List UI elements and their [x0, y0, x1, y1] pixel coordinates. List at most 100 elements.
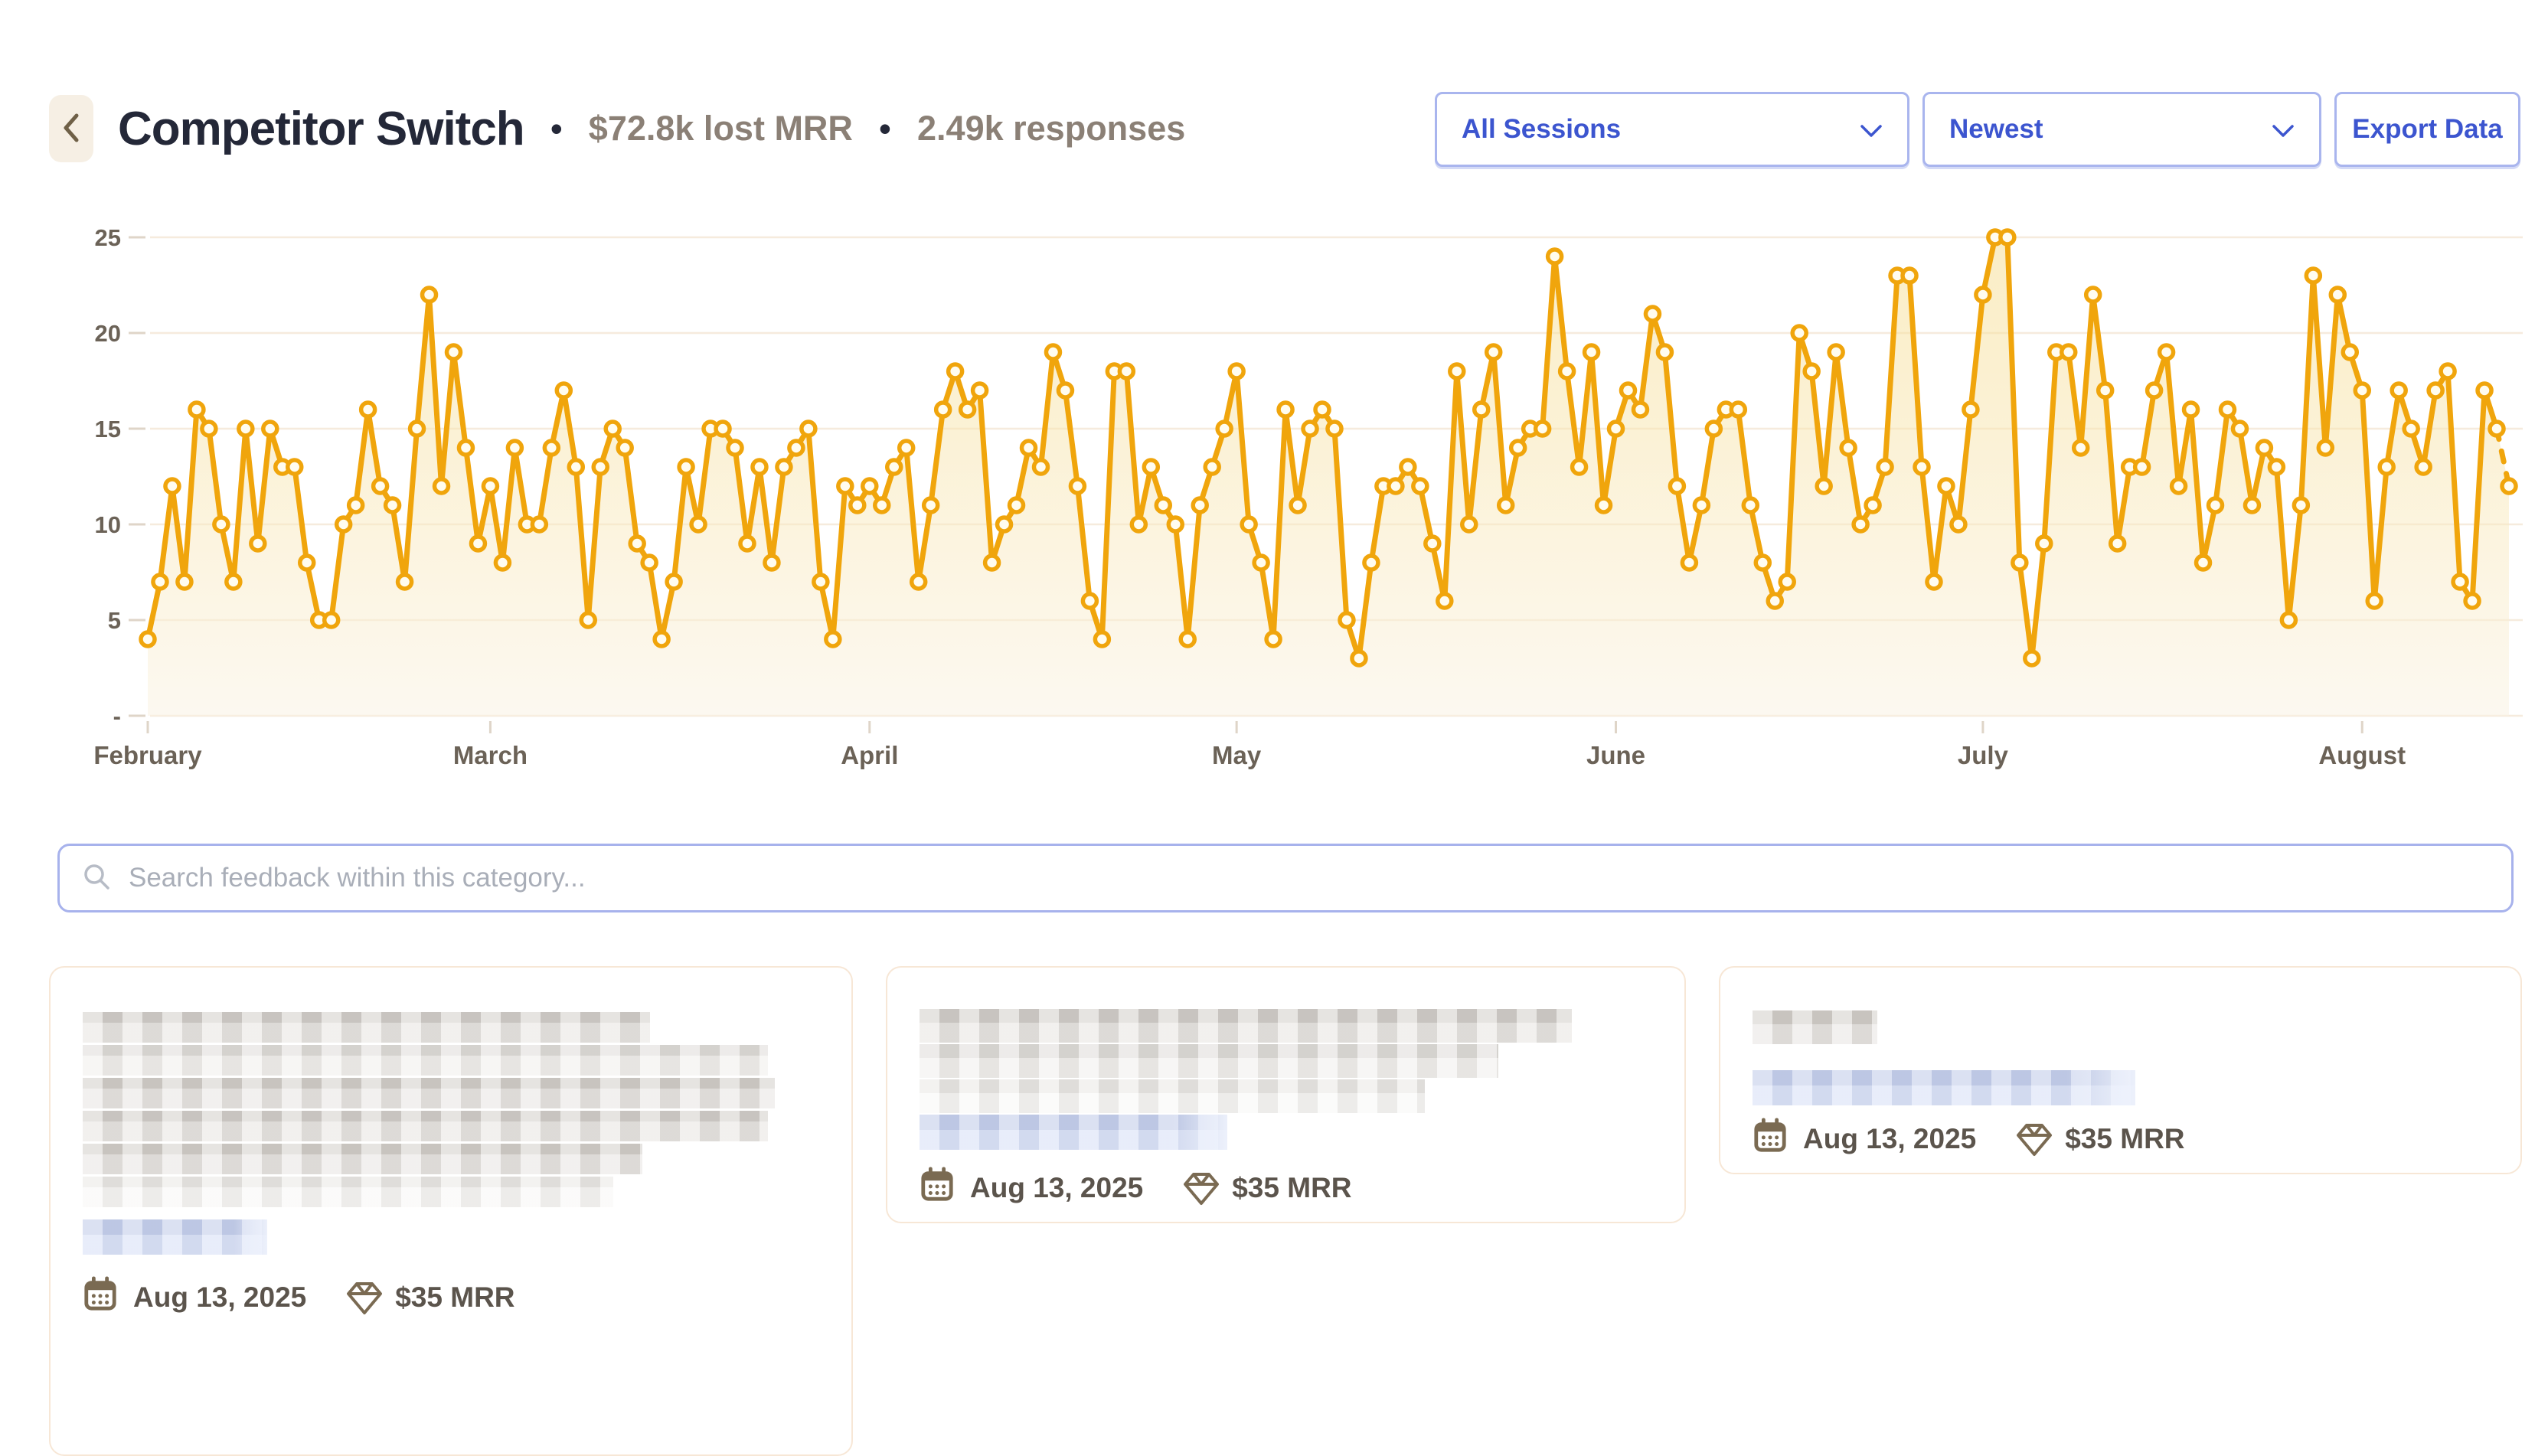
data-point[interactable]: [2353, 381, 2371, 400]
data-point[interactable]: [1753, 553, 1772, 572]
data-point-markers[interactable]: [139, 228, 2518, 668]
data-point[interactable]: [1594, 496, 1613, 514]
data-point[interactable]: [1325, 419, 1344, 438]
data-point[interactable]: [946, 362, 965, 380]
feedback-card[interactable]: Aug 13, 2025 $35 MRR: [1719, 966, 2522, 1174]
data-point[interactable]: [237, 419, 255, 438]
data-point[interactable]: [1031, 458, 1050, 476]
data-point[interactable]: [2365, 592, 2383, 610]
data-point[interactable]: [2328, 286, 2347, 304]
data-point[interactable]: [1240, 515, 1258, 534]
data-point[interactable]: [395, 573, 414, 591]
data-point[interactable]: [1460, 515, 1478, 534]
data-point[interactable]: [873, 496, 891, 514]
data-point[interactable]: [775, 458, 793, 476]
data-point[interactable]: [1766, 592, 1784, 610]
data-point[interactable]: [1655, 343, 1674, 361]
data-point[interactable]: [1704, 419, 1723, 438]
data-point[interactable]: [2439, 362, 2457, 380]
data-point[interactable]: [1925, 573, 1943, 591]
data-point[interactable]: [1203, 458, 1221, 476]
data-point[interactable]: [1056, 381, 1075, 400]
data-point[interactable]: [322, 611, 341, 629]
data-point[interactable]: [1227, 362, 1246, 380]
data-point[interactable]: [1864, 496, 1882, 514]
data-point[interactable]: [2071, 439, 2090, 457]
data-point[interactable]: [1741, 496, 1760, 514]
data-point[interactable]: [1350, 649, 1368, 668]
data-point[interactable]: [2475, 381, 2494, 400]
data-point[interactable]: [1790, 324, 1808, 342]
data-point[interactable]: [420, 286, 439, 304]
data-point[interactable]: [579, 611, 598, 629]
data-point[interactable]: [1668, 477, 1687, 495]
data-point[interactable]: [2316, 439, 2335, 457]
data-point[interactable]: [2488, 419, 2506, 438]
data-point[interactable]: [1007, 496, 1026, 514]
data-point[interactable]: [2108, 534, 2127, 553]
data-point[interactable]: [554, 381, 573, 400]
data-point[interactable]: [2255, 439, 2274, 457]
data-point[interactable]: [603, 419, 622, 438]
data-point[interactable]: [2181, 400, 2200, 419]
data-point[interactable]: [2035, 534, 2053, 553]
data-point[interactable]: [763, 553, 781, 572]
data-point[interactable]: [2157, 343, 2176, 361]
data-point[interactable]: [2059, 343, 2078, 361]
data-point[interactable]: [1301, 419, 1319, 438]
data-point[interactable]: [2096, 381, 2115, 400]
feedback-card[interactable]: Aug 13, 2025 $35 MRR: [886, 966, 1686, 1223]
data-point[interactable]: [249, 534, 267, 553]
data-point[interactable]: [1411, 477, 1429, 495]
data-point[interactable]: [383, 496, 402, 514]
data-point[interactable]: [628, 534, 646, 553]
data-point[interactable]: [1974, 286, 1992, 304]
data-point[interactable]: [2230, 419, 2249, 438]
data-point[interactable]: [652, 630, 671, 648]
responses-time-series-chart[interactable]: - 5 10 15 20 25 February March April May June July A…: [0, 214, 2548, 796]
data-point[interactable]: [689, 515, 707, 534]
data-point[interactable]: [2243, 496, 2262, 514]
data-point[interactable]: [2145, 381, 2164, 400]
data-point[interactable]: [286, 458, 304, 476]
data-point[interactable]: [1582, 343, 1601, 361]
data-point[interactable]: [1472, 400, 1491, 419]
data-point[interactable]: [1570, 458, 1589, 476]
data-point[interactable]: [1289, 496, 1307, 514]
data-point[interactable]: [1545, 247, 1564, 266]
data-point[interactable]: [738, 534, 756, 553]
sort-dropdown[interactable]: Newest: [1922, 92, 2321, 167]
data-point[interactable]: [163, 477, 181, 495]
data-point[interactable]: [1338, 611, 1356, 629]
data-point[interactable]: [787, 439, 805, 457]
data-point[interactable]: [2426, 381, 2445, 400]
data-point[interactable]: [2377, 458, 2396, 476]
data-point[interactable]: [2451, 573, 2469, 591]
data-point[interactable]: [1436, 592, 1454, 610]
data-point[interactable]: [1851, 515, 1870, 534]
data-point[interactable]: [1827, 343, 1845, 361]
data-point[interactable]: [493, 553, 512, 572]
data-point[interactable]: [200, 419, 218, 438]
data-point[interactable]: [909, 573, 928, 591]
data-point[interactable]: [1508, 439, 1527, 457]
data-point[interactable]: [151, 573, 169, 591]
data-point[interactable]: [346, 496, 365, 514]
data-point[interactable]: [1154, 496, 1173, 514]
data-point[interactable]: [542, 439, 561, 457]
sessions-filter-dropdown[interactable]: All Sessions: [1435, 92, 1909, 167]
data-point[interactable]: [1802, 362, 1821, 380]
data-point[interactable]: [1276, 400, 1295, 419]
data-point[interactable]: [175, 573, 194, 591]
data-point[interactable]: [1496, 496, 1515, 514]
data-point[interactable]: [2390, 381, 2408, 400]
data-point[interactable]: [1729, 400, 1748, 419]
data-point[interactable]: [1692, 496, 1711, 514]
data-point[interactable]: [371, 477, 390, 495]
data-point[interactable]: [2402, 419, 2420, 438]
data-point[interactable]: [1215, 419, 1233, 438]
data-point[interactable]: [836, 477, 854, 495]
data-point[interactable]: [2414, 458, 2432, 476]
data-point[interactable]: [1839, 439, 1857, 457]
data-point[interactable]: [2011, 553, 2029, 572]
